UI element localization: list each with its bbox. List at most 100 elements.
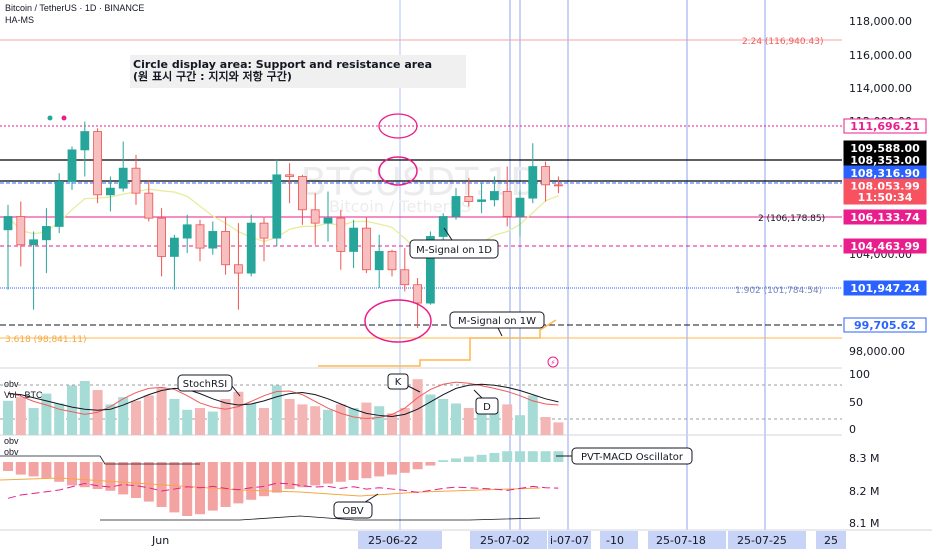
candle-body: [272, 174, 282, 239]
pvt-bar: [233, 462, 244, 504]
volume-bar: [195, 408, 205, 435]
candle-body: [29, 239, 39, 246]
candle-body: [387, 251, 397, 271]
signal-dot: [47, 115, 53, 121]
pvt-bar: [297, 462, 308, 488]
pvt-tick: 8.3 M: [849, 452, 879, 465]
price-scale-bg[interactable]: [842, 0, 932, 530]
pvt-bar: [67, 462, 77, 486]
pvt-bar: [515, 451, 525, 462]
pvt-bar: [489, 453, 500, 462]
price-badge-text: 104,463.99: [850, 240, 920, 253]
pvt-bar: [348, 462, 359, 480]
candle-body: [67, 149, 77, 182]
callout-obv[interactable]: OBV: [333, 493, 379, 519]
volume-bar: [41, 393, 52, 435]
volume-bar: [67, 385, 77, 435]
volume-bar: [79, 381, 90, 435]
signal-dot: [61, 115, 67, 121]
m-signal-1w: [318, 319, 557, 367]
price-tick: 116,000.00: [849, 49, 912, 62]
alert-icon[interactable]: [547, 356, 559, 368]
price-badge-text: 108,316.90: [850, 167, 920, 180]
callout-k[interactable]: K: [387, 373, 421, 393]
candle-body: [80, 131, 90, 151]
stoch-legend-1[interactable]: obv: [4, 379, 19, 389]
pvt-signal-line: [0, 477, 541, 497]
indicator-label[interactable]: HA-MS: [5, 15, 34, 25]
pvt-bar: [28, 462, 39, 477]
candle-body: [489, 191, 499, 201]
resistance-circle[interactable]: [378, 156, 418, 186]
annotation-box[interactable]: [130, 55, 466, 88]
pvt-bar: [41, 462, 52, 479]
callout-msignal-1w[interactable]: M-Signal on 1W: [449, 311, 545, 337]
pvt-legend-2[interactable]: obv: [4, 447, 19, 457]
symbol-title[interactable]: Bitcoin / TetherUS · 1D · BINANCE: [5, 3, 144, 13]
price-badge: [843, 118, 927, 134]
pvt-bar: [310, 462, 321, 486]
volume-bar: [3, 400, 13, 435]
candle-body: [425, 236, 435, 304]
pvt-legend-1[interactable]: obv: [4, 436, 19, 446]
pvt-bar: [92, 462, 103, 489]
price-badges[interactable]: 111,696.21 109,588.00108,353.00108,316.90…: [843, 118, 927, 333]
m-signal-line: [318, 319, 557, 367]
volume-bar: [233, 391, 244, 435]
annotation-line-2: (원 표시 구간 : 지지와 저항 구간): [133, 69, 292, 83]
volume-bar: [348, 408, 359, 435]
candle-body: [451, 196, 461, 217]
candle-body: [246, 222, 256, 274]
candle-body: [541, 166, 550, 186]
callout-stochrsi[interactable]: StochRSI: [177, 374, 241, 397]
pvt-bar: [105, 462, 116, 491]
time-highlight: [728, 531, 806, 549]
volume-bar: [15, 397, 26, 435]
time-highlight: [358, 531, 442, 549]
pvt-bar: [323, 462, 333, 484]
price-badge-text: 106,133.74: [850, 211, 920, 224]
candle-body: [464, 196, 474, 202]
support-circle[interactable]: [364, 299, 432, 343]
candle-body: [285, 174, 295, 177]
price-badge-text: 111,696.21: [850, 120, 920, 133]
callout-pvt-macd[interactable]: PVT-MACD Oscillator: [556, 447, 693, 465]
pvt-bar: [374, 462, 385, 477]
candle-body: [144, 192, 154, 219]
pvt-bar: [169, 462, 180, 513]
volume-bar: [540, 417, 551, 435]
pvt-bar: [15, 462, 26, 475]
time-label: 25: [824, 534, 838, 547]
pvt-scale[interactable]: 8.3 M 8.2 M 8.1 M: [849, 452, 879, 530]
volume-bar: [284, 399, 295, 435]
annotation-line-1: Circle display area: Support and resista…: [133, 58, 432, 71]
fib-label-1-902: 1.902 (101,784.54): [735, 286, 822, 296]
volume-bar: [143, 395, 154, 435]
stoch-scale[interactable]: 100 50 0: [849, 368, 870, 436]
pvt-bar: [246, 462, 257, 500]
volume-bar: [335, 404, 346, 435]
fib-label-2-24: 2.24 (116,940.43): [742, 37, 823, 47]
pvt-bar: [284, 462, 295, 489]
price-tick: 118,000.00: [849, 15, 912, 28]
price-tick: 114,000.00: [849, 82, 912, 95]
price-badge-text: 11:50:34: [858, 191, 913, 204]
candles[interactable]: [3, 121, 563, 329]
pvt-bar: [271, 462, 282, 493]
callout-d[interactable]: D: [473, 389, 499, 415]
candle-body: [42, 226, 51, 241]
resistance-circle[interactable]: [378, 113, 418, 139]
volume-bar: [28, 408, 39, 435]
svg-text:⚡: ⚡: [551, 359, 556, 367]
price-badge-text: 109,588.00: [850, 142, 920, 155]
time-label: -10: [606, 534, 624, 547]
callout-msignal-1d[interactable]: M-Signal on 1D: [409, 227, 499, 259]
price-badge: [843, 317, 927, 333]
volume-bar: [118, 397, 129, 435]
candle-body: [169, 237, 179, 257]
candle-body: [515, 197, 525, 217]
stoch-tick: 0: [849, 423, 856, 436]
volume-bar: [271, 385, 282, 435]
pvt-bar: [438, 460, 449, 462]
